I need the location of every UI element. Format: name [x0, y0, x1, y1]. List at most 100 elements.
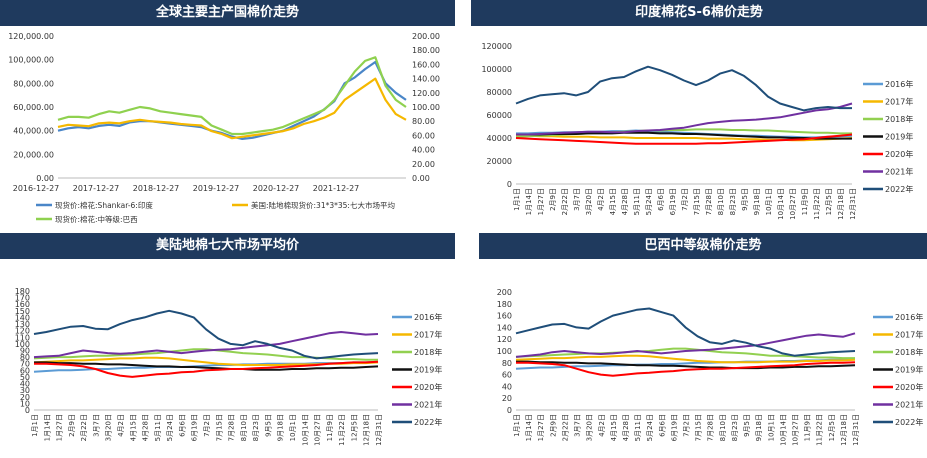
legend-label: 2016年 [895, 312, 923, 322]
y-tick: 50 [20, 373, 30, 382]
x-tick: 12月18日 [837, 188, 845, 220]
legend-label: 2019年 [414, 365, 442, 375]
x-tick: 12月31日 [852, 414, 860, 446]
x-tick: 3月7日 [92, 414, 100, 437]
x-tick: 2月22日 [561, 414, 569, 441]
series-line [57, 77, 407, 140]
x-tick: 11月22日 [338, 414, 346, 446]
x-tick: 12月18日 [363, 414, 371, 446]
y-tick-left: 20,000.00 [13, 150, 54, 159]
y-tick-left: 80,000.00 [13, 79, 54, 88]
x-tick: 6月19日 [191, 414, 199, 441]
legend-label: 2021年 [895, 400, 923, 410]
x-tick: 4月15日 [129, 414, 137, 441]
y-tick: 80000 [487, 88, 512, 97]
x-tick: 12月18日 [840, 414, 848, 446]
y-tick: 200 [497, 288, 512, 297]
chart-india-s6: 0 20000 40000 60000 80000 100000 120000 1月1日 1月1… [481, 42, 913, 220]
x-tick: 2021-12-27 [313, 184, 360, 193]
x-tick: 9月5日 [264, 414, 272, 437]
chart-title: 美陆地棉七大市场平均价 [0, 233, 455, 259]
x-tick: 8月10日 [240, 414, 248, 441]
y-tick: 80 [502, 359, 512, 368]
chart-title: 巴西中等级棉价走势 [479, 233, 927, 259]
y-tick-left: 0.00 [36, 174, 54, 183]
y-tick: 40 [20, 380, 30, 389]
x-tick: 11月22日 [816, 414, 824, 446]
x-tick: 10月27日 [314, 414, 322, 446]
x-tick: 8月23日 [729, 188, 737, 215]
x-tick: 9月18日 [755, 414, 763, 441]
x-tick: 3月7日 [574, 414, 582, 437]
panel-global-cotton: 全球主要主产国棉价走势 0.00 20,000.00 40,000.00 60,000… [0, 0, 455, 225]
legend-label: 2016年 [885, 79, 913, 89]
y-tick: 180 [15, 287, 30, 296]
x-tick: 2016-12-27 [13, 184, 60, 193]
series-line [33, 331, 379, 359]
y-tick: 100 [497, 347, 512, 356]
y-tick: 120000 [481, 42, 512, 51]
x-tick: 3月20日 [586, 414, 594, 441]
x-tick: 2月22日 [80, 414, 88, 441]
x-tick: 1月27日 [537, 188, 545, 215]
x-tick: 10月14日 [779, 414, 787, 446]
y-tick-right: 160.00 [412, 60, 440, 69]
x-tick: 11月9日 [804, 414, 812, 441]
series-line [515, 332, 856, 358]
x-tick: 7月28日 [707, 414, 715, 441]
x-tick: 3月20日 [105, 414, 113, 441]
y-tick-right: 200.00 [412, 32, 440, 41]
x-tick: 4月28日 [621, 188, 629, 215]
x-tick: 8月23日 [252, 414, 260, 441]
y-tick: 160 [497, 312, 512, 321]
x-tick: 10月27日 [791, 414, 799, 446]
series-line [516, 102, 853, 136]
x-tick: 1月27日 [537, 414, 545, 441]
x-tick: 7月15日 [215, 414, 223, 441]
x-tick: 8月10日 [717, 188, 725, 215]
series-line [57, 56, 407, 136]
x-tick: 4月15日 [610, 414, 618, 441]
legend-label: 2022年 [895, 417, 923, 427]
x-tick: 10月1日 [289, 414, 297, 441]
x-tick: 7月2日 [203, 414, 211, 437]
legend-label: 美国:陆地棉现货价:31*3*35:七大市场平均 [251, 200, 395, 210]
x-tick: 5月11日 [633, 188, 641, 215]
legend-label: 2018年 [885, 114, 913, 124]
y-tick: 130 [15, 320, 30, 329]
y-tick: 0 [25, 406, 30, 415]
y-tick-left: 120,000.00 [8, 32, 54, 41]
chart-us-upland: 0102030405060708090100110120130140150160… [15, 287, 443, 446]
legend-label: 2022年 [414, 417, 442, 427]
x-tick: 7月28日 [705, 188, 713, 215]
x-tick: 2月22日 [561, 188, 569, 215]
x-tick: 3月20日 [585, 188, 593, 215]
x-tick: 7月15日 [695, 414, 703, 441]
x-tick: 2018-12-27 [133, 184, 180, 193]
x-tick: 1月1日 [513, 188, 521, 211]
legend-label: 2017年 [414, 330, 442, 340]
y-tick: 80 [20, 353, 30, 362]
x-tick: 1月27日 [56, 414, 64, 441]
y-tick-right: 60.00 [412, 131, 435, 140]
x-tick: 9月5日 [741, 188, 749, 211]
x-tick: 5月11日 [154, 414, 162, 441]
y-tick-right: 180.00 [412, 46, 440, 55]
y-tick-right: 40.00 [412, 146, 435, 155]
x-tick: 7月2日 [683, 414, 691, 437]
y-tick-left: 40,000.00 [13, 127, 54, 136]
x-tick: 2020-12-27 [253, 184, 300, 193]
legend-label: 2017年 [895, 330, 923, 340]
series-line [515, 347, 855, 360]
legend-label: 2018年 [895, 347, 923, 357]
y-tick-right: 140.00 [412, 75, 440, 84]
chart-title: 全球主要主产国棉价走势 [0, 0, 455, 26]
x-tick: 3月7日 [573, 188, 581, 211]
x-tick: 10月14日 [777, 188, 785, 220]
series-line [515, 65, 852, 112]
x-tick: 10月14日 [301, 414, 309, 446]
legend-label: 现货价:棉花:中等级:巴西 [55, 214, 138, 224]
y-tick: 90 [20, 347, 30, 356]
y-tick: 150 [15, 307, 30, 316]
x-tick: 8月10日 [719, 414, 727, 441]
